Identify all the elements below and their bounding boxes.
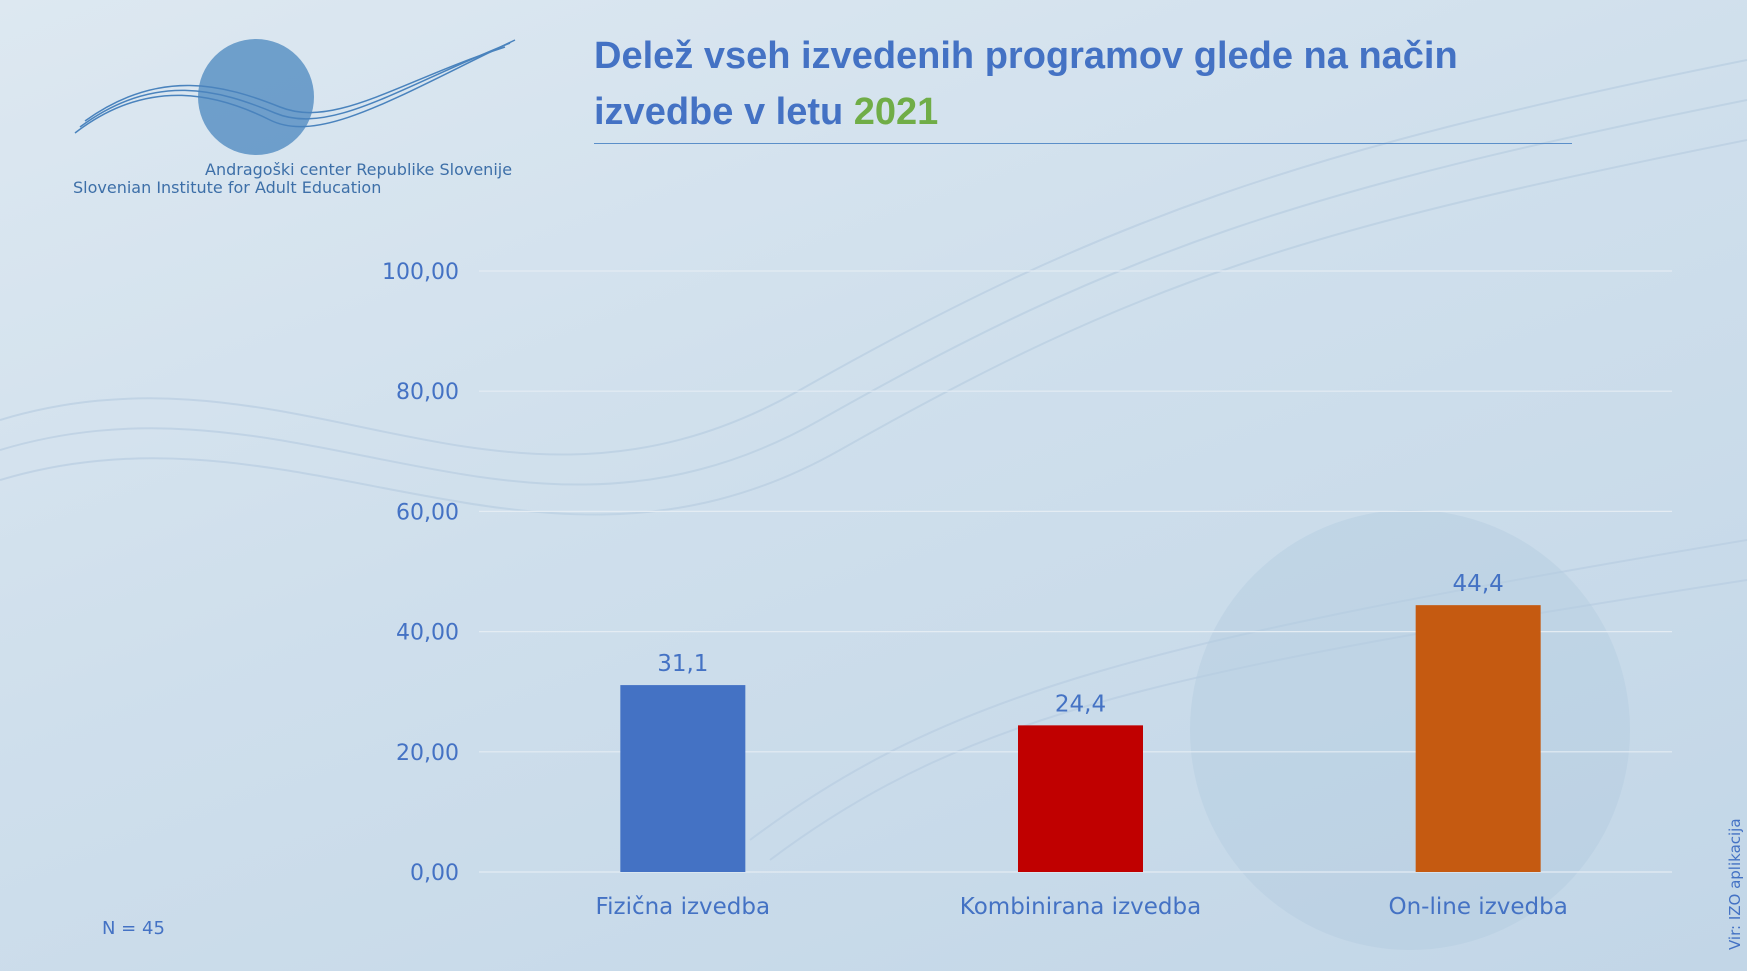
y-tick-label: 60,00: [396, 500, 459, 525]
x-category-label: Fizična izvedba: [596, 894, 771, 920]
title-underline: [594, 143, 1572, 144]
x-category-label: On-line izvedba: [1389, 894, 1568, 920]
y-tick-label: 20,00: [396, 741, 459, 766]
data-label: 44,4: [1453, 571, 1504, 597]
y-tick-label: 80,00: [396, 380, 459, 405]
logo-text-english: Slovenian Institute for Adult Education: [73, 178, 382, 197]
title-text: Delež vseh izvedenih programov glede na …: [594, 35, 1458, 133]
logo-text-slovene: Andragoški center Republike Slovenije: [205, 160, 513, 179]
y-tick-label: 40,00: [396, 621, 459, 646]
page-title: Delež vseh izvedenih programov glede na …: [594, 28, 1554, 140]
institute-logo: Andragoški center Republike Slovenije Sl…: [70, 35, 520, 200]
y-tick-label: 0,00: [410, 861, 459, 886]
y-tick-label: 100,00: [382, 260, 459, 285]
logo-wave-icon: [74, 39, 516, 155]
bar: [1415, 605, 1541, 872]
title-year: 2021: [853, 91, 939, 133]
bar: [620, 685, 746, 872]
data-label: 24,4: [1055, 691, 1106, 717]
bar: [1018, 725, 1143, 872]
sample-size-note: N = 45: [102, 918, 165, 939]
data-label: 31,1: [657, 651, 708, 677]
source-note: Vir: IZO aplikacija: [1726, 818, 1744, 950]
x-category-label: Kombinirana izvedba: [960, 894, 1201, 920]
